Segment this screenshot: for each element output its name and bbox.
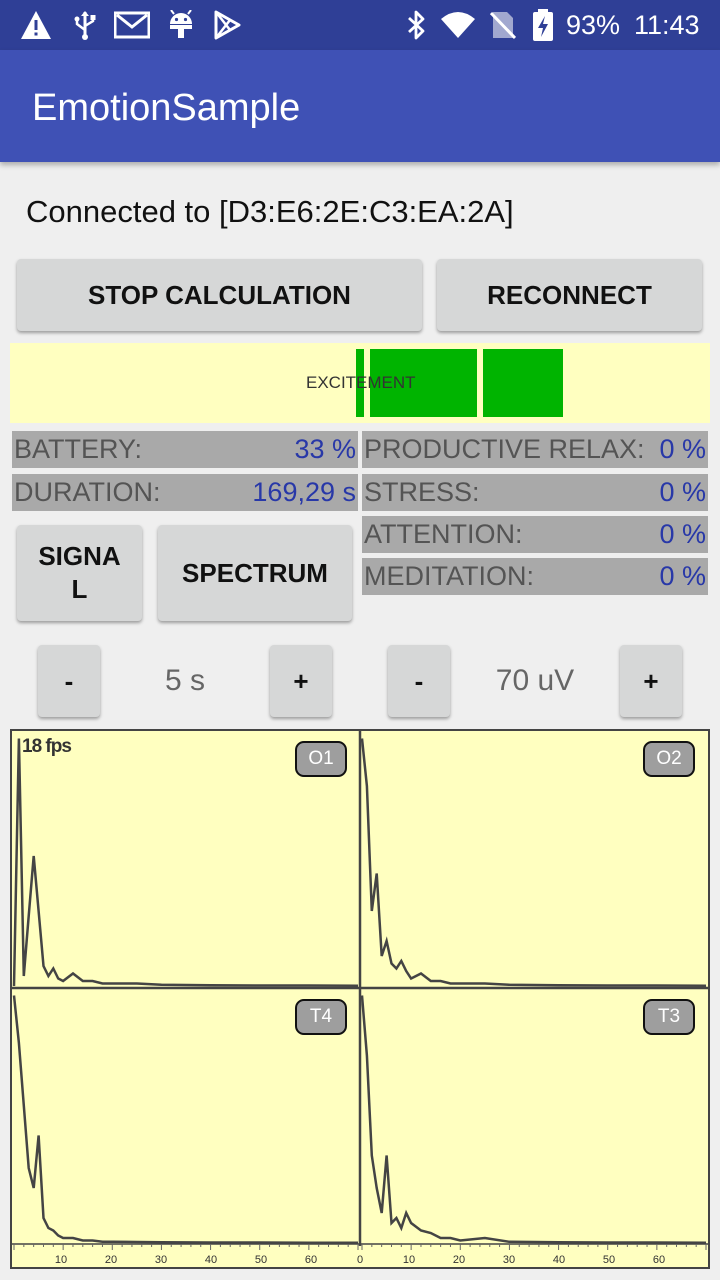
- signal-button[interactable]: SIGNAL: [17, 525, 142, 621]
- x-tick-label: 30: [502, 1254, 516, 1266]
- stop-calculation-button[interactable]: STOP CALCULATION: [17, 259, 422, 331]
- time-window-value: 5 s: [164, 664, 206, 697]
- no-sim-icon: [490, 10, 516, 40]
- app-title: EmotionSample: [32, 87, 301, 129]
- stat-value: 0 %: [659, 477, 706, 507]
- stat-value: 33 %: [294, 434, 356, 464]
- stat-label: PRODUCTIVE RELAX:: [364, 434, 645, 464]
- channel-badge-t3: T3: [643, 999, 695, 1035]
- x-tick-label: 60: [652, 1254, 666, 1266]
- stat-battery: BATTERY: 33 %: [12, 431, 358, 468]
- stat-value: 0 %: [659, 561, 706, 591]
- fps-counter: 18 fps: [22, 736, 72, 757]
- spectrum-line-t3: [360, 995, 707, 1245]
- x-tick-label: 50: [602, 1254, 616, 1266]
- emotion-indicator: EXCITEMENT: [10, 343, 710, 423]
- x-tick-label: 60: [304, 1254, 318, 1266]
- emotion-bar: [356, 349, 364, 417]
- status-bar: 93% 11:43: [0, 0, 720, 50]
- stat-value: 169,29 s: [252, 477, 356, 507]
- x-tick-label: 40: [552, 1254, 566, 1266]
- amplitude-increase-button[interactable]: +: [620, 645, 682, 717]
- stat-stress: STRESS: 0 %: [362, 474, 708, 511]
- stat-productive-relax: PRODUCTIVE RELAX: 0 %: [362, 431, 708, 468]
- x-axis-left: 10 20 30 40 50 60: [12, 1246, 360, 1266]
- clock: 11:43: [634, 10, 700, 40]
- gmail-icon: [114, 10, 150, 40]
- android-icon: [166, 10, 196, 40]
- stat-label: STRESS:: [364, 477, 480, 507]
- x-axis-right: 10 20 30 40 50 60: [360, 1246, 708, 1266]
- channel-badge-o1: O1: [295, 741, 347, 777]
- stat-label: MEDITATION:: [364, 561, 534, 591]
- emotion-bar: [370, 349, 477, 417]
- time-increase-button[interactable]: +: [270, 645, 332, 717]
- emotion-bar: [483, 349, 563, 417]
- spectrum-plots-svg: [12, 731, 708, 1250]
- stat-meditation: MEDITATION: 0 %: [362, 558, 708, 595]
- x-tick-label: 30: [154, 1254, 168, 1266]
- battery-percent: 93%: [566, 10, 621, 40]
- x-tick-label: 10: [402, 1254, 416, 1266]
- stat-attention: ATTENTION: 0 %: [362, 516, 708, 553]
- x-tick-label: 10: [54, 1254, 68, 1266]
- stat-label: ATTENTION:: [364, 519, 523, 549]
- spectrum-line-t4: [12, 995, 358, 1245]
- reconnect-button[interactable]: RECONNECT: [437, 259, 702, 331]
- channel-badge-o2: O2: [643, 741, 695, 777]
- x-tick-label: 50: [254, 1254, 268, 1266]
- play-store-icon: [212, 10, 242, 40]
- amplitude-value: 70 uV: [495, 664, 575, 697]
- x-tick-label: 20: [104, 1254, 118, 1266]
- time-decrease-button[interactable]: -: [38, 645, 100, 717]
- emotion-label: EXCITEMENT: [306, 373, 416, 392]
- connection-status: Connected to [D3:E6:2E:C3:EA:2A]: [26, 194, 514, 229]
- usb-icon: [72, 10, 98, 40]
- stat-value: 0 %: [659, 434, 706, 464]
- bluetooth-icon: [404, 10, 430, 40]
- battery-charging-icon: [530, 9, 556, 41]
- spectrum-line-o2: [360, 738, 707, 988]
- app-bar: EmotionSample: [0, 50, 720, 162]
- spectrum-plot-area: 18 fps O1 O2 T4 T3 10 20 30 40 50 60 0 1…: [10, 729, 710, 1269]
- stat-label: BATTERY:: [14, 434, 143, 464]
- stat-label: DURATION:: [14, 477, 161, 507]
- stat-value: 0 %: [659, 519, 706, 549]
- spectrum-line-o1: [12, 738, 359, 988]
- channel-badge-t4: T4: [295, 999, 347, 1035]
- x-tick-label: 20: [452, 1254, 466, 1266]
- spectrum-button[interactable]: SPECTRUM: [158, 525, 352, 621]
- warning-icon: [20, 10, 52, 40]
- x-tick-label: 0: [356, 1254, 364, 1266]
- amplitude-decrease-button[interactable]: -: [388, 645, 450, 717]
- x-tick-label: 40: [204, 1254, 218, 1266]
- stat-duration: DURATION: 169,29 s: [12, 474, 358, 511]
- wifi-icon: [440, 10, 476, 40]
